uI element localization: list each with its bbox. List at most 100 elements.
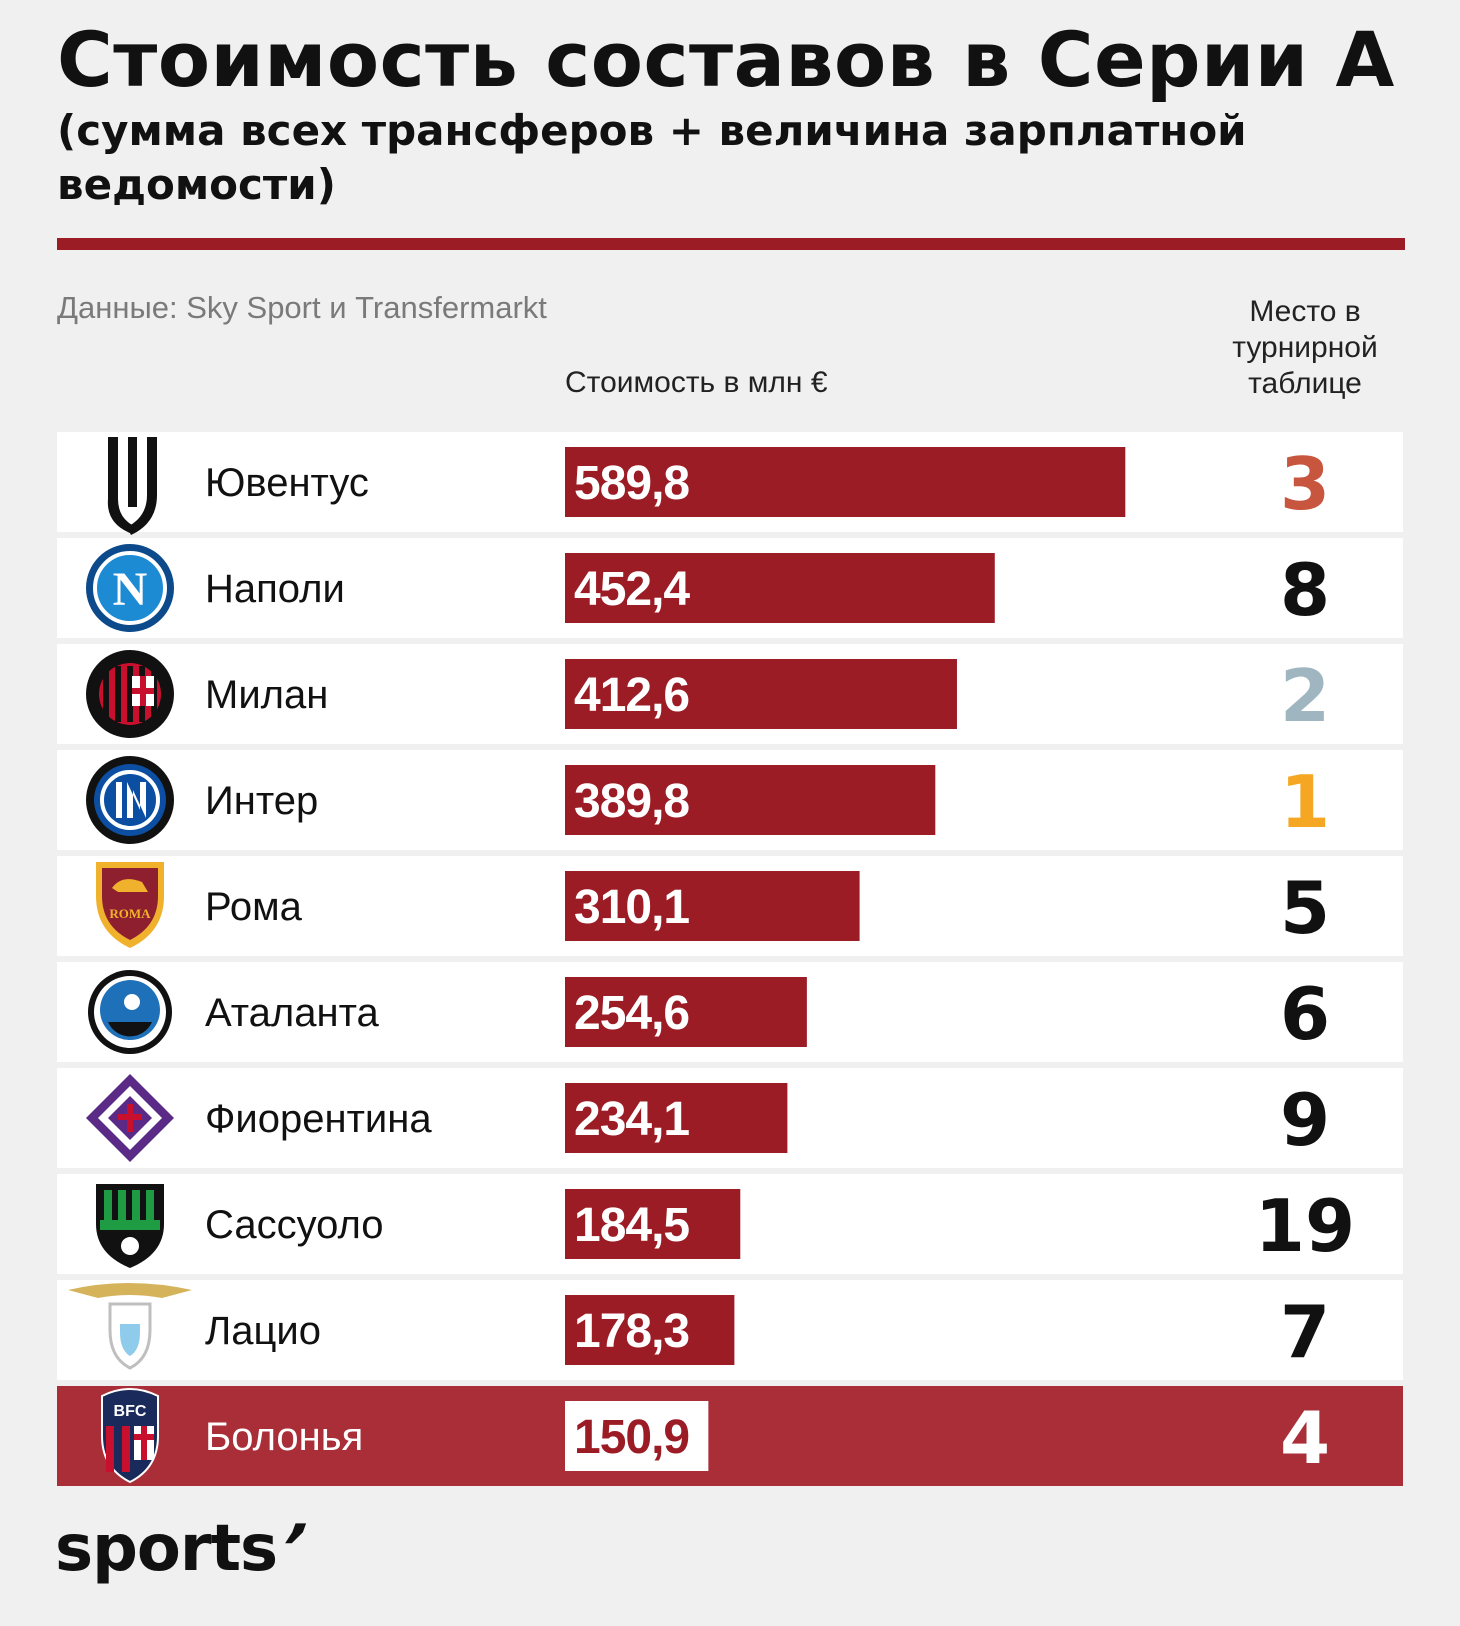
value-bar: [565, 1083, 788, 1153]
milan-stripe: [115, 666, 121, 722]
inter-i: [116, 782, 122, 818]
value-label: 150,9: [574, 1411, 689, 1464]
value-label: 389,8: [574, 775, 689, 828]
value-label: 178,3: [574, 1305, 689, 1358]
lazio-wings: [68, 1283, 192, 1298]
roma-logo: ROMA: [96, 862, 164, 948]
data-source: Данные: Sky Sport и Transfermarkt: [57, 290, 547, 325]
place-number: 3: [1280, 442, 1330, 526]
bologna-stripe-red-2: [122, 1426, 130, 1472]
juventus-j-left: [107, 437, 136, 533]
place-number: 9: [1280, 1078, 1330, 1162]
value-bar: [565, 1295, 735, 1365]
napoli-logo: N: [86, 544, 174, 632]
team-name: Аталанта: [205, 991, 379, 1035]
sassuolo-stripe: [146, 1190, 154, 1220]
value-label: 254,6: [574, 987, 689, 1040]
sassuolo-band: [100, 1220, 160, 1230]
place-number: 7: [1280, 1290, 1330, 1374]
table-row: Интер 389,8 1: [57, 750, 1403, 850]
milan-stripe: [127, 666, 133, 722]
value-label: 452,4: [574, 563, 690, 616]
table-row: Фиорентина 234,1 9: [57, 1068, 1403, 1168]
place-number: 2: [1280, 654, 1330, 738]
table-row: BFC Болонья 150,9 4: [57, 1386, 1403, 1486]
place-number: 8: [1280, 548, 1330, 632]
juventus-j-right: [127, 437, 157, 535]
table-row: Милан 412,6 2: [57, 644, 1403, 744]
table-row: Сассуоло 184,5 19: [57, 1174, 1403, 1274]
sports-logo: sports’: [55, 1512, 316, 1586]
value-bar: [565, 977, 807, 1047]
place-number: 19: [1255, 1184, 1355, 1268]
place-number: 6: [1280, 972, 1330, 1056]
value-column-header: Стоимость в млн €: [565, 366, 828, 399]
value-bar: [565, 871, 860, 941]
place-column-header: Место в турнирной таблице: [1232, 295, 1378, 400]
milan-logo: [86, 650, 174, 738]
team-name: Наполи: [205, 567, 345, 611]
sassuolo-stripe: [118, 1190, 126, 1220]
inter-ring: [100, 770, 160, 830]
table-row: N Наполи 452,4 8: [57, 538, 1403, 638]
inter-logo: [86, 756, 174, 844]
team-name: Милан: [205, 673, 328, 717]
value-bar: [565, 1401, 709, 1471]
roma-text: ROMA: [109, 906, 151, 921]
value-label: 412,6: [574, 669, 689, 722]
fiorentina-logo: [86, 1074, 174, 1162]
table-row: Лацио 178,3 7: [57, 1280, 1403, 1380]
value-bar: [565, 659, 957, 729]
page-subtitle: (сумма всех трансферов + величина зарпла…: [57, 106, 1247, 209]
title-divider: [57, 238, 1405, 250]
bologna-stripe-red: [106, 1426, 114, 1472]
team-name: Ювентус: [205, 461, 369, 505]
milan-stripe: [103, 666, 109, 722]
fiorentina-lily: [118, 1104, 142, 1132]
juventus-logo: [107, 437, 157, 535]
milan-cross-h: [132, 688, 154, 694]
place-number: 4: [1280, 1396, 1330, 1480]
value-bar: [565, 553, 995, 623]
lazio-logo: [68, 1283, 192, 1370]
inter-n: [127, 782, 146, 818]
place-number: 5: [1280, 866, 1330, 950]
value-bar: [565, 765, 936, 835]
sassuolo-ball: [119, 1235, 141, 1257]
bologna-cross-v: [141, 1426, 147, 1460]
value-label: 234,1: [574, 1093, 689, 1146]
team-name: Сассуоло: [205, 1203, 384, 1247]
lazio-sky: [120, 1324, 140, 1356]
table-row: Ювентус 589,8 3: [57, 432, 1403, 535]
sassuolo-logo: [96, 1184, 164, 1268]
bologna-cross-h: [134, 1434, 154, 1440]
page-title: Стоимость составов в Серии А: [57, 15, 1395, 104]
juventus-stripe-mid: [128, 437, 137, 507]
value-label: 310,1: [574, 881, 689, 934]
atalanta-logo: [88, 970, 172, 1054]
roma-wolf: [112, 879, 148, 892]
team-name: Интер: [205, 779, 318, 823]
value-label: 589,8: [574, 457, 689, 510]
sassuolo-stripe: [104, 1190, 112, 1220]
atalanta-base: [108, 1022, 152, 1037]
value-bar: [565, 1189, 741, 1259]
team-name: Лацио: [205, 1309, 321, 1353]
team-name: Рома: [205, 885, 303, 929]
napoli-inner: [93, 551, 167, 625]
place-number: 1: [1280, 760, 1330, 844]
atalanta-head: [124, 994, 140, 1010]
row-background: [57, 1386, 1403, 1486]
napoli-letter: N: [113, 563, 148, 616]
table-row: Аталанта 254,6 6: [57, 962, 1403, 1062]
team-name: Фиорентина: [205, 1097, 432, 1141]
sports-logo-text: sports: [55, 1512, 278, 1586]
bologna-text: BFC: [114, 1403, 147, 1420]
value-bar: [565, 447, 1126, 517]
team-name: Болонья: [205, 1415, 363, 1459]
bologna-logo: BFC: [101, 1388, 159, 1484]
sassuolo-stripe: [132, 1190, 140, 1220]
value-label: 184,5: [574, 1199, 689, 1252]
table-row: ROMA Рома 310,1 5: [57, 856, 1403, 956]
